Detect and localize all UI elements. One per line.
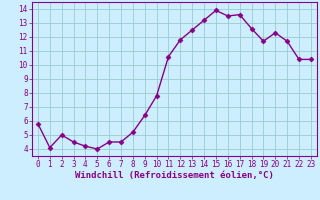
X-axis label: Windchill (Refroidissement éolien,°C): Windchill (Refroidissement éolien,°C) [75, 171, 274, 180]
